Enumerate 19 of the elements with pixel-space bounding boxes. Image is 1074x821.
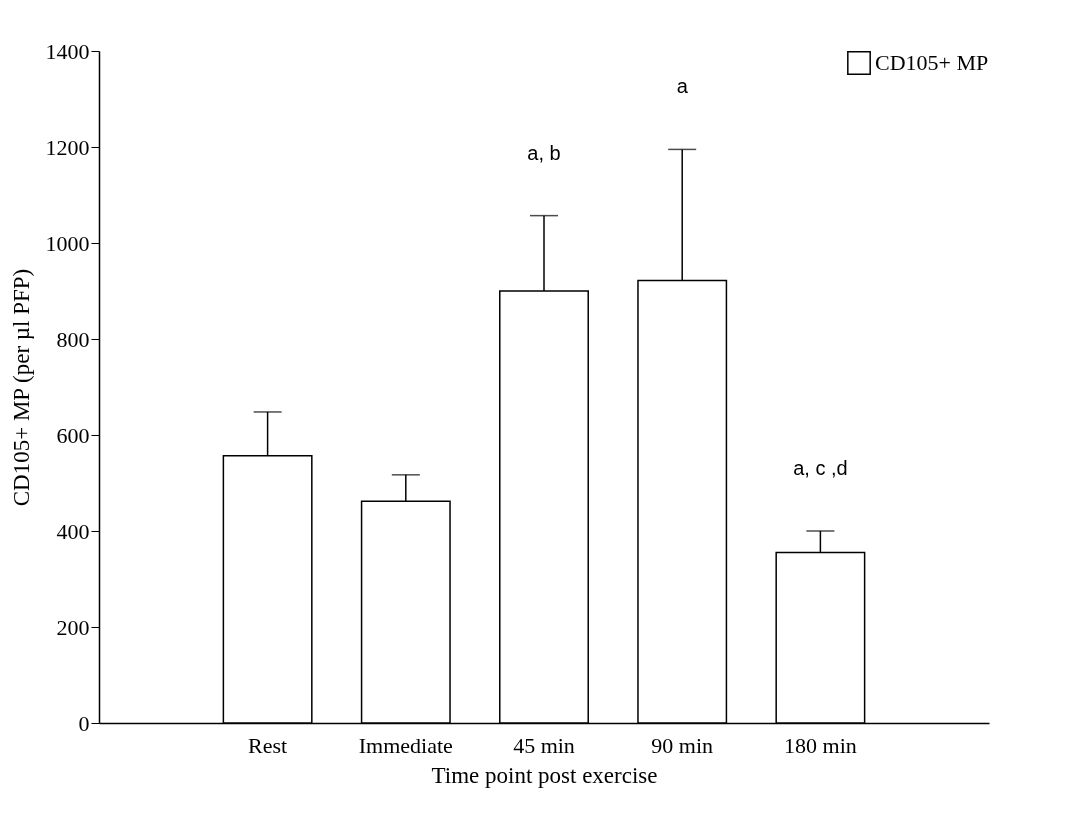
annotation: a, c ,d [793, 457, 848, 479]
y-tick-label: 800 [56, 326, 90, 352]
x-tick-label: 180 min [784, 732, 857, 758]
y-tick-label: 1400 [45, 38, 90, 64]
y-tick-label: 1000 [45, 230, 90, 256]
x-tick-label: Immediate [358, 732, 453, 758]
y-tick-label: 600 [56, 422, 90, 448]
y-tick-label: 400 [56, 518, 90, 544]
y-tick-label: 0 [78, 710, 90, 736]
annotation: a [676, 75, 689, 98]
y-axis-title: CD105+ MP (per µl PFP) [8, 268, 34, 507]
y-tick-label: 200 [56, 614, 90, 640]
x-tick-label: 45 min [513, 732, 575, 758]
x-axis-title: Time point post exercise [431, 762, 658, 788]
y-tick-label: 1200 [45, 134, 90, 160]
x-tick-label: Rest [248, 732, 288, 758]
annotation: a, b [527, 141, 561, 164]
legend-label: CD105+ MP [875, 50, 989, 75]
x-tick-label: 90 min [651, 732, 714, 758]
